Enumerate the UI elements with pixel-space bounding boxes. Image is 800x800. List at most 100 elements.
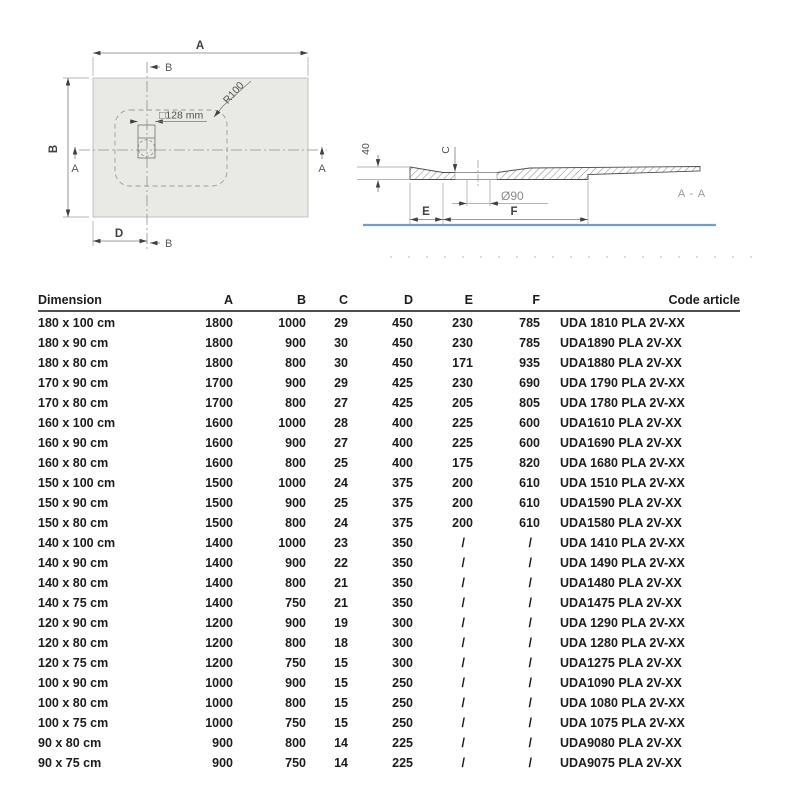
table-cell: 1000: [205, 676, 233, 690]
table-row: 140 x 75 cm 1400 750 21 350 / / UDA1475 PLA 2V-…: [38, 593, 740, 613]
table-cell: 29: [334, 376, 348, 390]
table-cell: 300: [392, 616, 413, 630]
table-cell: 200: [452, 476, 473, 490]
table-cell: 171: [452, 356, 473, 370]
table-cell: 1200: [205, 656, 233, 670]
drain-size-label: □128 mm: [159, 110, 204, 122]
table-cell: 250: [392, 716, 413, 730]
table-cell: 160 x 100 cm: [38, 416, 116, 430]
plan-view-drawing: A B D B B A A □128 mm: [48, 40, 327, 251]
table-cell: 205: [452, 396, 473, 410]
table-cell: UDA1580 PLA 2V-XX: [560, 516, 682, 530]
section-marker-a-right: A: [318, 163, 326, 175]
table-row: 120 x 75 cm 1200 750 15 300 / / UDA1275 PLA 2V-…: [38, 653, 740, 673]
column-header-e: E: [464, 293, 473, 307]
column-header-d: D: [403, 293, 413, 307]
table-cell: 785: [519, 316, 540, 330]
table-cell: /: [461, 656, 465, 670]
table-row: 180 x 100 cm 1800 1000 29 450 230 785 UDA 1810 …: [38, 313, 740, 333]
table-cell: 1700: [205, 376, 233, 390]
table-cell: 900: [212, 736, 233, 750]
section-view-title: A - A: [678, 188, 706, 200]
table-cell: 800: [285, 456, 306, 470]
specification-table: Dimension A B C D E F Code article 180 x 100 cm…: [38, 293, 740, 773]
table-cell: 350: [392, 556, 413, 570]
dim-label-b: B: [48, 145, 60, 153]
table-cell: 350: [392, 576, 413, 590]
table-cell: 800: [285, 576, 306, 590]
table-cell: /: [528, 616, 532, 630]
table-cell: 150 x 100 cm: [38, 476, 116, 490]
table-row: 150 x 100 cm 1500 1000 24 375 200 610 UDA 1510 …: [38, 473, 740, 493]
column-header-code-article: Code article: [668, 293, 740, 307]
table-cell: 30: [334, 356, 348, 370]
table-cell: 1600: [205, 456, 233, 470]
drain-seat: [454, 172, 498, 180]
table-cell: UDA1690 PLA 2V-XX: [560, 436, 682, 450]
table-cell: 25: [334, 456, 348, 470]
table-cell: 1600: [205, 416, 233, 430]
table-cell: 800: [285, 736, 306, 750]
table-cell: 27: [334, 396, 348, 410]
table-cell: UDA 1080 PLA 2V-XX: [560, 696, 685, 710]
table-cell: 160 x 90 cm: [38, 436, 109, 450]
table-cell: 23: [334, 536, 348, 550]
table-cell: 900: [285, 496, 306, 510]
dim-label-e: E: [422, 206, 430, 218]
table-cell: 600: [519, 416, 540, 430]
table-cell: 230: [452, 336, 473, 350]
table-cell: UDA1880 PLA 2V-XX: [560, 356, 682, 370]
table-cell: 610: [519, 476, 540, 490]
table-cell: /: [461, 676, 465, 690]
table-cell: UDA 1780 PLA 2V-XX: [560, 396, 685, 410]
table-row: 160 x 80 cm 1600 800 25 400 175 820 UDA 1680 PL…: [38, 453, 740, 473]
table-cell: /: [461, 696, 465, 710]
table-cell: UDA 1680 PLA 2V-XX: [560, 456, 685, 470]
table-cell: 180 x 90 cm: [38, 336, 109, 350]
table-cell: UDA 1490 PLA 2V-XX: [560, 556, 685, 570]
table-cell: /: [461, 536, 465, 550]
table-cell: 100 x 80 cm: [38, 696, 109, 710]
table-cell: 1400: [205, 576, 233, 590]
table-cell: 200: [452, 516, 473, 530]
table-cell: 175: [452, 456, 473, 470]
table-cell: 900: [285, 436, 306, 450]
table-cell: 140 x 75 cm: [38, 596, 109, 610]
table-cell: /: [528, 576, 532, 590]
table-cell: 120 x 80 cm: [38, 636, 109, 650]
drain-diameter-label: Ø90: [501, 189, 524, 203]
dim-label-f: F: [510, 206, 517, 218]
table-cell: 250: [392, 696, 413, 710]
table-cell: UDA 1075 PLA 2V-XX: [560, 716, 685, 730]
table-cell: 30: [334, 336, 348, 350]
table-cell: 90 x 80 cm: [38, 736, 102, 750]
dim-label-a: A: [196, 40, 204, 52]
table-cell: 450: [392, 336, 413, 350]
slope-contour-dashed: [114, 109, 228, 187]
table-cell: 25: [334, 496, 348, 510]
table-cell: 1800: [205, 356, 233, 370]
section-marker-a-left: A: [71, 163, 79, 175]
table-cell: 600: [519, 436, 540, 450]
drain-plan: [137, 124, 156, 159]
table-cell: 1000: [278, 536, 306, 550]
table-row: 160 x 90 cm 1600 900 27 400 225 600 UDA1690 PLA…: [38, 433, 740, 453]
table-cell: 425: [392, 396, 413, 410]
table-row: 170 x 90 cm 1700 900 29 425 230 690 UDA 1790 PL…: [38, 373, 740, 393]
table-cell: 1200: [205, 616, 233, 630]
table-cell: /: [461, 556, 465, 570]
table-row: 120 x 80 cm 1200 800 18 300 / / UDA 1280 PLA 2V…: [38, 633, 740, 653]
table-cell: 180 x 100 cm: [38, 316, 116, 330]
table-cell: /: [528, 656, 532, 670]
table-row: 160 x 100 cm 1600 1000 28 400 225 600 UDA1610 P…: [38, 413, 740, 433]
table-cell: /: [528, 716, 532, 730]
table-cell: /: [528, 696, 532, 710]
table-row: 140 x 90 cm 1400 900 22 350 / / UDA 1490 PLA 2V…: [38, 553, 740, 573]
table-cell: 90 x 75 cm: [38, 756, 102, 770]
table-cell: 785: [519, 336, 540, 350]
table-cell: 900: [285, 336, 306, 350]
table-body: 180 x 100 cm 1800 1000 29 450 230 785 UDA 1810 …: [38, 313, 740, 773]
table-cell: 100 x 75 cm: [38, 716, 109, 730]
table-cell: /: [528, 596, 532, 610]
table-cell: UDA1475 PLA 2V-XX: [560, 596, 682, 610]
